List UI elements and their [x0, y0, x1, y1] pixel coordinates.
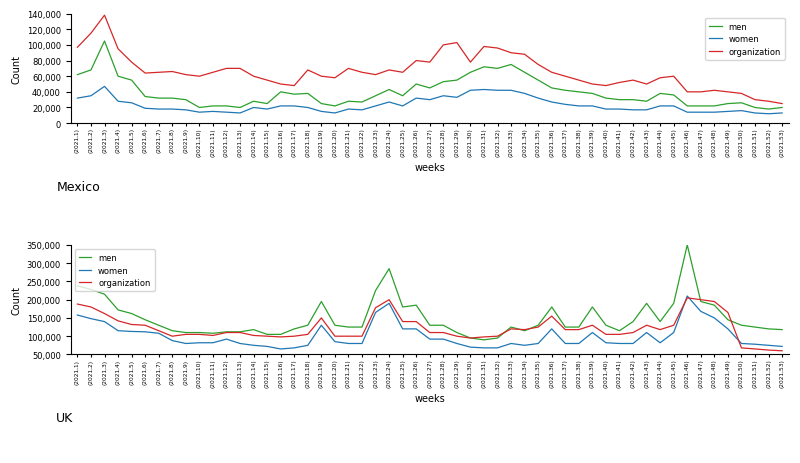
organization	[100, 13, 110, 19]
men	[506, 325, 516, 330]
organization	[276, 82, 286, 88]
organization	[506, 51, 516, 56]
Line: women: women	[78, 87, 782, 114]
men	[534, 78, 543, 84]
organization	[479, 334, 489, 340]
Legend: men, women, organization: men, women, organization	[705, 19, 785, 61]
women	[262, 344, 272, 350]
organization	[710, 299, 719, 305]
organization	[682, 295, 692, 301]
men	[493, 336, 502, 341]
Legend: men, women, organization: men, women, organization	[75, 250, 154, 291]
men	[628, 319, 638, 325]
men	[534, 323, 543, 328]
women	[100, 84, 110, 90]
women	[628, 341, 638, 346]
organization	[614, 332, 624, 338]
women	[682, 294, 692, 299]
women	[547, 326, 557, 332]
Line: organization: organization	[78, 298, 782, 351]
men	[100, 39, 110, 45]
men	[479, 338, 489, 343]
women	[493, 345, 502, 351]
women	[506, 88, 516, 94]
women	[778, 111, 787, 117]
X-axis label: weeks: weeks	[414, 163, 445, 172]
organization	[262, 334, 272, 339]
Text: UK: UK	[56, 412, 74, 425]
organization	[778, 348, 787, 354]
men	[73, 73, 82, 78]
men	[778, 327, 787, 333]
men	[493, 67, 502, 72]
men	[547, 86, 557, 92]
Line: men: men	[78, 42, 782, 110]
women	[547, 100, 557, 106]
men	[778, 106, 787, 111]
women	[628, 108, 638, 113]
Text: Mexico: Mexico	[56, 181, 100, 194]
organization	[534, 63, 543, 68]
Y-axis label: Count: Count	[11, 286, 21, 314]
Y-axis label: Count: Count	[11, 55, 22, 84]
Line: organization: organization	[78, 16, 782, 104]
men	[628, 98, 638, 103]
women	[778, 344, 787, 350]
women	[276, 346, 286, 352]
women	[73, 313, 82, 318]
organization	[493, 334, 502, 339]
men	[262, 332, 272, 338]
women	[493, 88, 502, 94]
men	[276, 90, 286, 95]
organization	[628, 78, 638, 84]
women	[506, 341, 516, 346]
men	[73, 283, 82, 289]
X-axis label: weeks: weeks	[414, 393, 445, 403]
men	[547, 305, 557, 310]
women	[534, 341, 543, 346]
organization	[520, 327, 530, 333]
organization	[778, 101, 787, 107]
men	[764, 107, 774, 113]
men	[506, 63, 516, 68]
Line: women: women	[78, 296, 782, 349]
women	[534, 96, 543, 102]
women	[764, 112, 774, 117]
organization	[73, 45, 82, 51]
women	[73, 96, 82, 102]
organization	[493, 46, 502, 52]
women	[276, 104, 286, 109]
organization	[73, 301, 82, 307]
organization	[710, 88, 719, 94]
men	[682, 243, 692, 248]
Line: men: men	[78, 245, 782, 340]
